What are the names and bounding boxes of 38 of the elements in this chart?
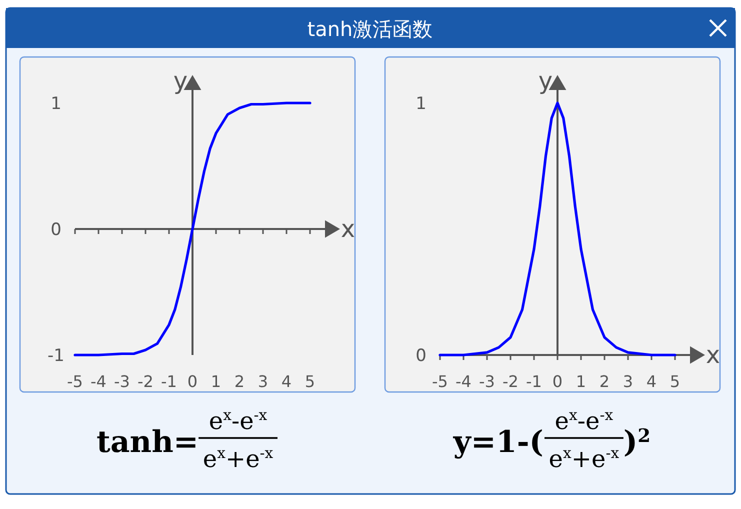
x-tick-label: 5	[304, 372, 316, 391]
y-axis-title: y	[173, 67, 188, 95]
x-tick-label: -4	[90, 372, 106, 391]
x-tick-label: 2	[599, 372, 610, 391]
text: e$^{x}$-e$^{-x}$	[554, 406, 614, 435]
x-tick-label: 3	[622, 372, 634, 391]
line-series	[74, 102, 312, 356]
x-tick-label: 2	[234, 372, 245, 391]
x-tick-label: -5	[432, 372, 448, 391]
x-tick-label: -3	[114, 372, 130, 391]
x-axis-title: x	[706, 341, 720, 369]
text: e$^{x}$+e$^{-x}$	[202, 444, 274, 473]
x-tick-label: -5	[67, 372, 83, 391]
y-tick-label: 0	[50, 220, 62, 240]
text: e$^{x}$-e$^{-x}$	[208, 406, 268, 435]
text: e$^{x}$+e$^{-x}$	[548, 444, 620, 473]
x-axis-title: x	[340, 215, 356, 243]
x-tick-label: 4	[646, 372, 657, 391]
x-tick-label: -4	[456, 372, 472, 391]
x-tick-label: 1	[576, 372, 586, 391]
text: )$^{2}$	[623, 425, 651, 460]
text: tanh=	[96, 425, 199, 460]
x-tick-label: -2	[138, 372, 154, 391]
text: y=1-(	[452, 425, 544, 460]
x-tick-label: 0	[552, 372, 563, 391]
text: tanh激活函数	[307, 17, 433, 41]
y-axis-title: y	[538, 67, 553, 95]
x-tick-label: 1	[210, 372, 222, 391]
x-tick-label: 0	[187, 372, 198, 391]
x-tick-label: -1	[161, 372, 177, 391]
x-tick-label: 3	[258, 372, 268, 391]
x-tick-label: -3	[479, 372, 495, 391]
y-tick-label: 1	[50, 94, 62, 114]
x-tick-label: -2	[502, 372, 518, 391]
y-tick-label: -1	[48, 346, 64, 366]
x-tick-label: 5	[670, 372, 680, 391]
x-tick-label: 4	[281, 372, 292, 391]
x-tick-label: -1	[526, 372, 542, 391]
